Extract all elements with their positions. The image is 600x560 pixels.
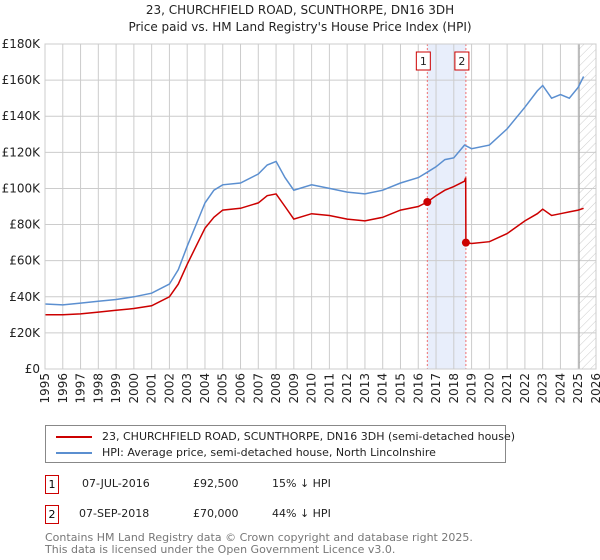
legend: 23, CHURCHFIELD ROAD, SCUNTHORPE, DN16 3… — [45, 425, 515, 463]
y-tick-label: £140K — [2, 109, 42, 123]
footer-licence: This data is licensed under the Open Gov… — [45, 543, 396, 556]
y-tick-label: £100K — [2, 181, 42, 195]
y-tick-label: £120K — [2, 145, 42, 159]
x-tick-label: 2002 — [162, 373, 176, 404]
x-tick-label: 2008 — [269, 373, 283, 404]
x-tick-label: 2006 — [234, 373, 248, 404]
y-tick-label: £160K — [2, 73, 42, 87]
x-tick-label: 2001 — [145, 373, 159, 404]
x-tick-label: 2003 — [180, 373, 194, 404]
x-tick-label: 2018 — [447, 373, 461, 404]
x-tick-label: 2020 — [482, 373, 496, 404]
x-tick-label: 2000 — [127, 373, 141, 404]
y-tick-label: £80K — [9, 218, 41, 232]
x-tick-label: 2021 — [500, 373, 514, 404]
sale-point — [423, 197, 432, 206]
transaction-price: £92,500 — [193, 477, 239, 490]
y-tick-label: £40K — [9, 290, 41, 304]
x-tick-label: 1998 — [91, 373, 105, 404]
chart-title: 23, CHURCHFIELD ROAD, SCUNTHORPE, DN16 3… — [145, 3, 455, 17]
y-tick-label: £180K — [2, 37, 42, 51]
sale-point — [461, 238, 470, 247]
transaction-date: 07-JUL-2016 — [82, 477, 150, 490]
x-tick-label: 2023 — [536, 373, 550, 404]
plot-border — [44, 43, 597, 370]
x-tick-label: 2017 — [429, 373, 443, 404]
x-tick-label: 2012 — [340, 373, 354, 404]
legend-item-property: 23, CHURCHFIELD ROAD, SCUNTHORPE, DN16 3… — [56, 430, 515, 443]
forecast-hatch — [579, 44, 596, 369]
x-tick-label: 2010 — [305, 373, 319, 404]
x-tick-label: 2024 — [553, 373, 567, 404]
x-tick-label: 2015 — [393, 373, 407, 404]
y-tick-label: £0 — [25, 362, 40, 376]
sale-label-box — [415, 51, 431, 71]
x-tick-label: 2011 — [322, 373, 336, 404]
x-tick-label: 2005 — [216, 373, 230, 404]
legend-swatch-red — [56, 436, 92, 438]
y-tick-label: £20K — [9, 326, 41, 340]
x-tick-label: 2022 — [518, 373, 532, 404]
x-tick-label: 2007 — [251, 373, 265, 404]
transaction-date: 07-SEP-2018 — [79, 507, 150, 520]
x-tick-label: 1997 — [74, 373, 88, 404]
footer-copyright: Contains HM Land Registry data © Crown c… — [45, 531, 473, 544]
x-tick-label: 2019 — [465, 373, 479, 404]
transaction-hpi: 15% ↓ HPI — [272, 477, 331, 490]
x-tick-label: 2004 — [198, 373, 212, 404]
plot-area: 1995 1996 1997 1998 1999 2000 2001 2002 2003 2004… — [2, 37, 600, 404]
x-tick-label: 1999 — [109, 373, 123, 404]
sale-period-shade — [427, 44, 466, 369]
sale-label-box — [454, 51, 470, 71]
x-tick-label: 2014 — [376, 373, 390, 404]
transaction-hpi: 44% ↓ HPI — [272, 507, 331, 520]
property-price-line — [45, 177, 584, 316]
legend-label: 23, CHURCHFIELD ROAD, SCUNTHORPE, DN16 3… — [102, 430, 516, 443]
legend-label: HPI: Average price, semi-detached house,… — [102, 446, 436, 459]
x-tick-label: 2016 — [411, 373, 425, 404]
x-tick-label: 1995 — [38, 373, 52, 404]
transaction-marker: 1 — [45, 475, 59, 494]
legend-item-hpi: HPI: Average price, semi-detached house,… — [56, 446, 436, 459]
x-tick-label: 1996 — [56, 373, 70, 404]
legend-swatch-blue — [56, 452, 92, 454]
sale-label: 1 — [420, 55, 427, 68]
transaction-price: £70,000 — [193, 507, 239, 520]
hpi-line — [44, 76, 585, 306]
x-tick-label: 2009 — [287, 373, 301, 404]
x-tick-label: 2026 — [589, 373, 600, 404]
plot-background — [45, 44, 596, 369]
sale-label: 2 — [458, 55, 465, 68]
y-tick-label: £60K — [9, 254, 41, 268]
chart-subtitle: Price paid vs. HM Land Registry's House … — [128, 20, 472, 34]
transaction-marker: 2 — [45, 505, 59, 524]
x-tick-label: 2025 — [571, 373, 585, 404]
x-tick-label: 2013 — [358, 373, 372, 404]
